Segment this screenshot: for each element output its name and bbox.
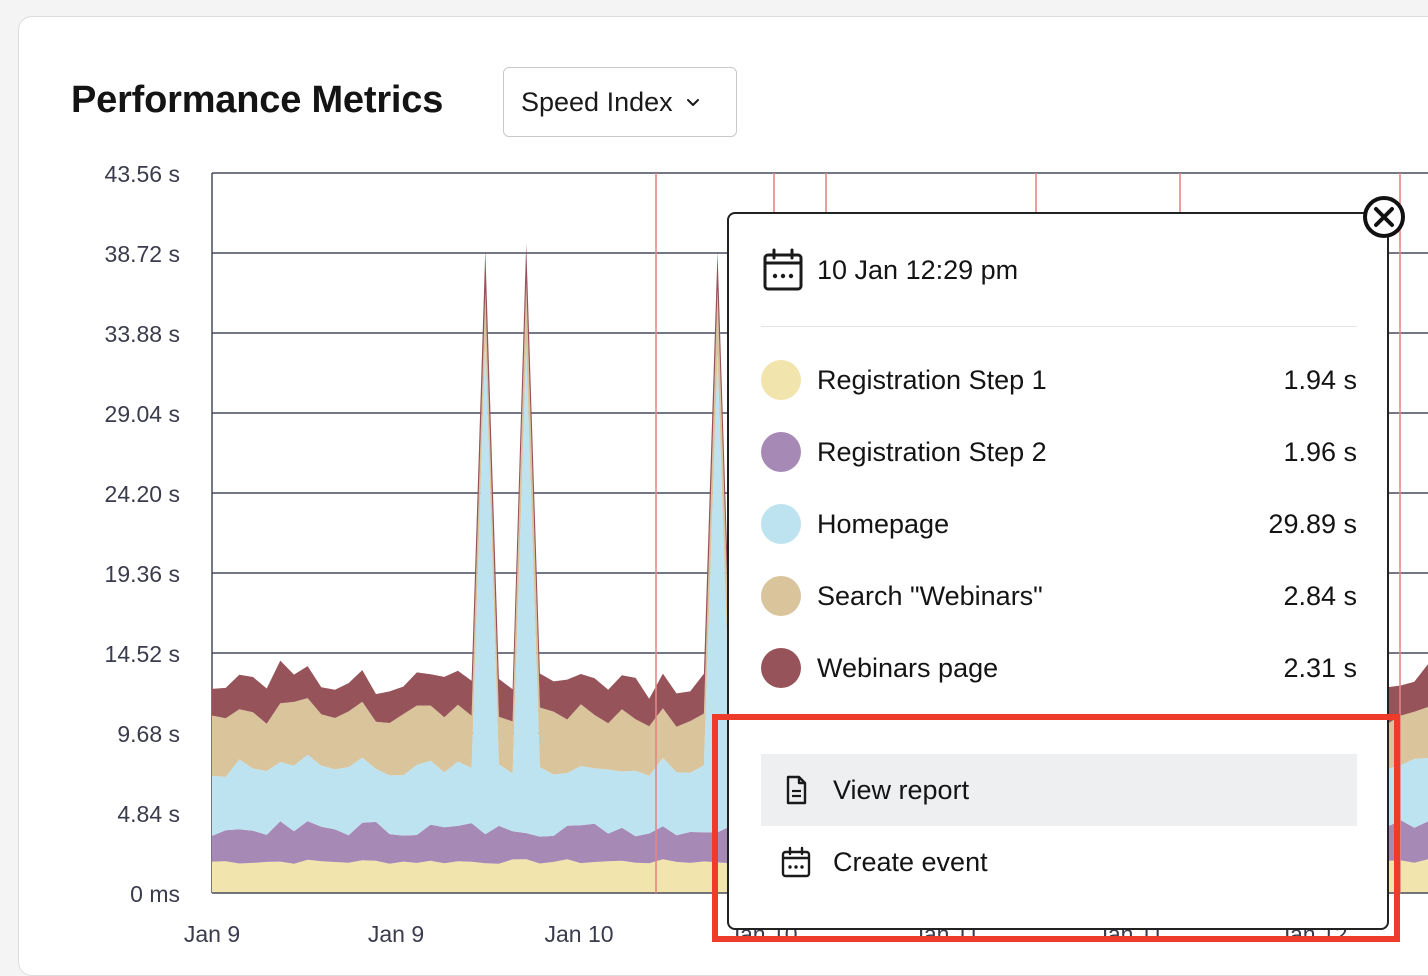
y-tick-label: 9.68 s — [117, 721, 180, 747]
chevron-down-icon — [686, 99, 699, 106]
x-tick-label: Jan 9 — [184, 921, 240, 947]
list-item: Registration Step 1 1.94 s — [761, 344, 1357, 416]
create-event-button[interactable]: Create event — [761, 826, 1357, 898]
series-name: Homepage — [817, 508, 950, 539]
list-item: Webinars page 2.31 s — [761, 632, 1357, 704]
series-value: 2.84 s — [1283, 580, 1357, 611]
y-tick-label: 14.52 s — [105, 641, 180, 667]
create-event-label: Create event — [833, 846, 988, 877]
series-swatch — [761, 360, 801, 400]
series-name: Webinars page — [817, 652, 999, 683]
popup-datetime-row: 10 Jan 12:29 pm — [763, 248, 1018, 292]
series-name: Registration Step 1 — [817, 364, 1047, 395]
list-item: Registration Step 2 1.96 s — [761, 416, 1357, 488]
calendar-icon — [763, 248, 803, 291]
calendar-icon — [781, 846, 811, 878]
popup-divider — [761, 326, 1357, 327]
document-icon — [786, 775, 807, 805]
y-tick-label: 38.72 s — [105, 241, 180, 267]
area-series — [212, 282, 1428, 779]
popup-datetime: 10 Jan 12:29 pm — [817, 254, 1019, 285]
list-item: Homepage 29.89 s — [761, 488, 1357, 560]
x-tick-label: Jan 10 — [544, 921, 613, 947]
y-tick-label: 43.56 s — [105, 161, 180, 187]
popup-series-list: Registration Step 1 1.94 s Registration … — [761, 344, 1357, 704]
view-report-label: View report — [833, 774, 970, 805]
area-series — [212, 243, 1428, 732]
series-swatch — [761, 504, 801, 544]
view-report-button[interactable]: View report — [761, 754, 1357, 826]
list-item: Search "Webinars" 2.84 s — [761, 560, 1357, 632]
series-value: 1.94 s — [1283, 364, 1357, 395]
x-tick-label: Jan 9 — [368, 921, 424, 947]
datapoint-popup: 10 Jan 12:29 pm Registration Step 1 1.94… — [727, 212, 1389, 930]
y-tick-label: 0 ms — [130, 881, 180, 907]
series-value: 29.89 s — [1268, 508, 1357, 539]
metric-select-value: Speed Index — [521, 86, 673, 117]
series-swatch — [761, 432, 801, 472]
series-name: Search "Webinars" — [817, 580, 1043, 611]
area-series — [212, 338, 1428, 837]
y-tick-label: 19.36 s — [105, 561, 180, 587]
series-name: Registration Step 2 — [817, 436, 1047, 467]
series-value: 1.96 s — [1283, 436, 1357, 467]
close-popup-button[interactable] — [1362, 195, 1406, 239]
close-icon — [1363, 196, 1405, 238]
page-title: Performance Metrics — [71, 79, 444, 121]
y-tick-label: 29.04 s — [105, 401, 180, 427]
y-tick-label: 24.20 s — [105, 481, 180, 507]
series-swatch — [761, 576, 801, 616]
metric-select[interactable]: Speed Index — [503, 67, 737, 137]
y-tick-label: 4.84 s — [117, 801, 180, 827]
series-value: 2.31 s — [1283, 652, 1357, 683]
series-swatch — [761, 648, 801, 688]
y-tick-label: 33.88 s — [105, 321, 180, 347]
